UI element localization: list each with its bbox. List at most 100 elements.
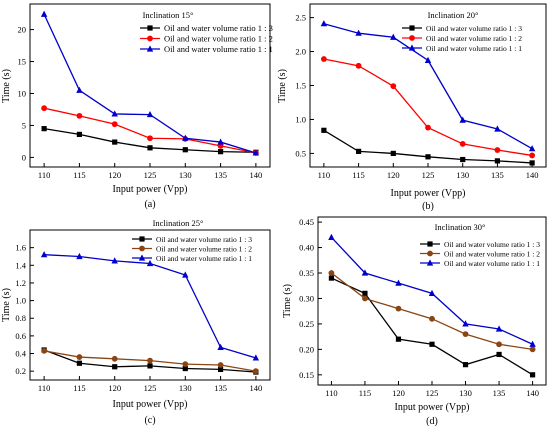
legend-marker-d-ratio-1-1 <box>426 259 434 266</box>
legend-marker-a-ratio-1-1 <box>146 45 154 52</box>
data-point-a-ratio-1-1 <box>182 134 189 141</box>
legend-label-d-ratio-1-2: Oil and water volume ratio 1 : 2 <box>444 250 540 259</box>
data-point-b-ratio-1-3 <box>529 160 535 166</box>
legend-marker-a-ratio-1-2 <box>147 35 153 42</box>
x-tick-label-d: 130 <box>459 388 472 398</box>
data-point-b-ratio-1-2 <box>320 56 327 62</box>
x-tick-label-d: 115 <box>359 388 371 398</box>
data-point-d-ratio-1-3 <box>395 336 402 342</box>
data-point-b-ratio-1-1 <box>390 33 397 40</box>
legend-label-a-ratio-1-1: Oil and water volume ratio 1 : 1 <box>164 44 273 54</box>
data-point-d-ratio-1-1 <box>529 340 536 347</box>
y-tick-label-a: 20 <box>18 25 27 35</box>
data-point-a-ratio-1-1 <box>217 138 224 145</box>
y-tick-label-c: 1.6 <box>15 243 26 253</box>
x-axis-label-d: Input power (Vpp) <box>395 402 470 413</box>
panel-c: 110 115 120 125 130 135 140 0.2 0.4 0.6 0.8 1.0 1.2 1… <box>1 218 271 426</box>
data-point-d-ratio-1-3 <box>529 372 536 378</box>
panel-letter-d: (d) <box>426 416 438 427</box>
data-point-d-ratio-1-1 <box>361 269 369 276</box>
legend-label-b-ratio-1-3: Oil and water volume ratio 1 : 3 <box>426 24 522 33</box>
x-tick-label-a: 115 <box>73 170 85 180</box>
x-tick-label-a: 140 <box>250 170 263 180</box>
x-tick-label-c: 110 <box>38 383 50 393</box>
x-tick-label-b: 110 <box>318 170 330 180</box>
legend-label-d-ratio-1-3: Oil and water volume ratio 1 : 3 <box>444 240 540 249</box>
data-point-c-ratio-1-2 <box>182 361 189 368</box>
x-tick-label-b: 130 <box>456 170 469 180</box>
data-point-d-ratio-1-1 <box>428 289 436 296</box>
data-point-b-ratio-1-3 <box>390 150 396 157</box>
data-point-c-ratio-1-1 <box>111 257 118 264</box>
data-point-c-ratio-1-3 <box>147 363 153 369</box>
panel-letter-a: (a) <box>144 199 155 210</box>
y-tick-label-d: 0.25 <box>299 319 314 329</box>
panel-d: 110 115 120 125 130 135 140 0.15 0.20 0.25 0.30 0.3… <box>282 216 547 427</box>
data-point-b-ratio-1-1 <box>424 56 432 63</box>
data-point-d-ratio-1-2 <box>328 270 335 276</box>
y-tick-label-c: 0.8 <box>15 313 26 323</box>
data-point-a-ratio-1-2 <box>76 112 83 119</box>
data-point-a-ratio-1-3 <box>147 145 153 151</box>
data-point-c-ratio-1-1 <box>76 252 83 260</box>
y-axis-label-b: Time (s) <box>277 69 288 103</box>
y-tick-label-d: 0.35 <box>299 268 314 278</box>
legend-marker-d-ratio-1-3 <box>427 241 433 247</box>
data-point-d-ratio-1-2 <box>362 295 368 302</box>
data-point-b-ratio-1-2 <box>529 152 536 159</box>
y-tick-label-c: 1.2 <box>15 278 26 288</box>
data-point-d-ratio-1-3 <box>362 290 368 296</box>
legend-marker-c-ratio-1-3 <box>139 236 145 242</box>
legend-label-c-ratio-1-2: Oil and water volume ratio 1 : 2 <box>156 245 252 254</box>
legend-marker-b-ratio-1-1 <box>408 44 416 51</box>
x-tick-label-b: 115 <box>352 170 364 180</box>
x-axis-label-a: Input power (Vpp) <box>113 184 188 195</box>
series-line-d-ratio-1-2 <box>331 272 533 351</box>
series-line-b-ratio-1-2 <box>323 58 533 157</box>
x-tick-label-a: 110 <box>38 170 50 180</box>
data-point-c-ratio-1-3 <box>182 365 188 372</box>
x-axis-label-b: Input power (Vpp) <box>391 188 466 199</box>
data-point-b-ratio-1-2 <box>425 124 431 131</box>
data-point-d-ratio-1-3 <box>462 362 469 368</box>
data-point-a-ratio-1-2 <box>41 105 48 112</box>
panel-letter-c: (c) <box>144 415 155 426</box>
legend-marker-c-ratio-1-1 <box>138 254 146 261</box>
plot-area-a: 110 115 120 125 130 135 140 0 5 10 15 20 <box>18 10 263 180</box>
data-point-c-ratio-1-2 <box>41 347 48 354</box>
legend-title-d: Inclination 30° <box>435 222 486 232</box>
x-tick-label-c: 135 <box>214 383 227 393</box>
y-tick-label-c: 0.6 <box>15 331 26 341</box>
data-point-d-ratio-1-1 <box>395 279 402 286</box>
data-point-c-ratio-1-1 <box>40 251 48 258</box>
data-point-d-ratio-1-3 <box>429 341 435 347</box>
data-point-b-ratio-1-1 <box>528 145 536 152</box>
legend-label-a-ratio-1-3: Oil and water volume ratio 1 : 3 <box>164 23 273 33</box>
x-tick-label-d: 125 <box>426 388 439 398</box>
y-tick-label-c: 0.4 <box>15 349 26 359</box>
data-point-b-ratio-1-3 <box>355 148 362 154</box>
x-tick-label-c: 140 <box>250 383 263 393</box>
panel-b: 110 115 120 125 130 135 140 0.5 1.0 1.5 2.0 2.5 Inc… <box>277 3 547 212</box>
legend-label-a-ratio-1-2: Oil and water volume ratio 1 : 2 <box>164 34 273 44</box>
data-point-c-ratio-1-3 <box>217 366 224 373</box>
y-tick-label-a: 15 <box>18 57 27 67</box>
y-tick-label-b: 1.0 <box>295 114 306 124</box>
data-point-d-ratio-1-2 <box>395 305 402 312</box>
data-point-c-ratio-1-2 <box>111 355 118 362</box>
series-line-c-ratio-1-1 <box>44 254 257 359</box>
y-tick-label-b: 1.5 <box>295 81 306 91</box>
y-tick-label-c: 0.2 <box>15 366 26 376</box>
data-point-a-ratio-1-1 <box>76 86 83 93</box>
data-point-d-ratio-1-2 <box>529 346 536 353</box>
x-tick-label-b: 140 <box>526 170 539 180</box>
y-tick-label-d: 0.30 <box>299 293 314 303</box>
legend-title-b: Inclination 20° <box>428 10 479 20</box>
data-point-b-ratio-1-3 <box>425 154 431 160</box>
data-point-c-ratio-1-2 <box>147 357 153 364</box>
data-point-d-ratio-1-1 <box>328 233 335 240</box>
